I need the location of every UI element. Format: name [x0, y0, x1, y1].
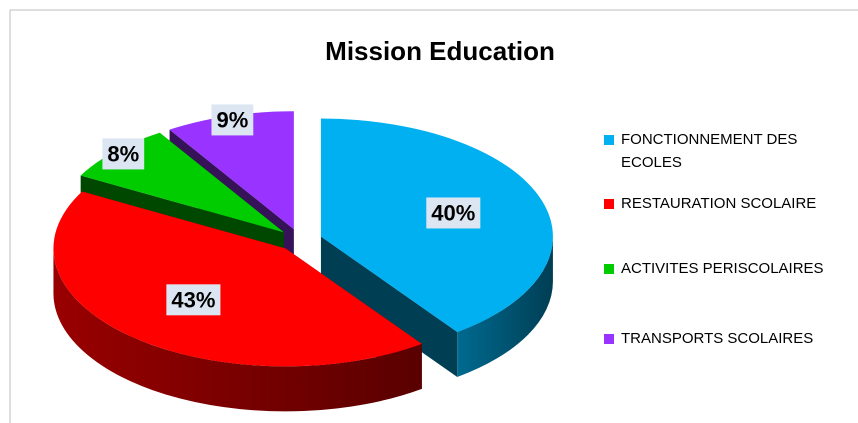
legend-item: ACTIVITES PERISCOLAIRES [604, 257, 831, 280]
value-label-box [211, 104, 254, 136]
slice [169, 111, 294, 230]
legend-item: RESTAURATION SCOLAIRE [604, 192, 831, 215]
value-label: 8% [107, 141, 139, 166]
value-labels: 40% 43% 8% 9% [102, 104, 481, 316]
slice-wall [457, 236, 553, 378]
legend-label: FONCTIONNEMENT DES ECOLES [621, 131, 798, 171]
pie [53, 111, 553, 412]
value-label-box [426, 197, 481, 229]
value-label-box [166, 284, 221, 316]
legend-label: ACTIVITES PERISCOLAIRES [621, 260, 824, 277]
value-label-box [102, 138, 145, 170]
legend: FONCTIONNEMENT DES ECOLES RESTAURATION SC… [604, 128, 834, 350]
legend-swatch [604, 264, 614, 274]
value-label: 9% [216, 107, 248, 132]
legend-item: TRANSPORTS SCOLAIRES [604, 327, 831, 350]
value-label: 40% [431, 200, 475, 225]
legend-swatch [604, 334, 614, 344]
value-label: 43% [171, 287, 215, 312]
legend-swatch [604, 135, 614, 145]
legend-swatch [604, 199, 614, 209]
chart-title: Mission Education [325, 36, 555, 66]
slice-side [320, 236, 458, 378]
legend-label: RESTAURATION SCOLAIRE [621, 195, 817, 212]
legend-label: TRANSPORTS SCOLAIRES [621, 330, 814, 347]
legend-item: FONCTIONNEMENT DES ECOLES [604, 128, 831, 174]
slice [53, 191, 422, 367]
slice-wall [53, 248, 422, 412]
